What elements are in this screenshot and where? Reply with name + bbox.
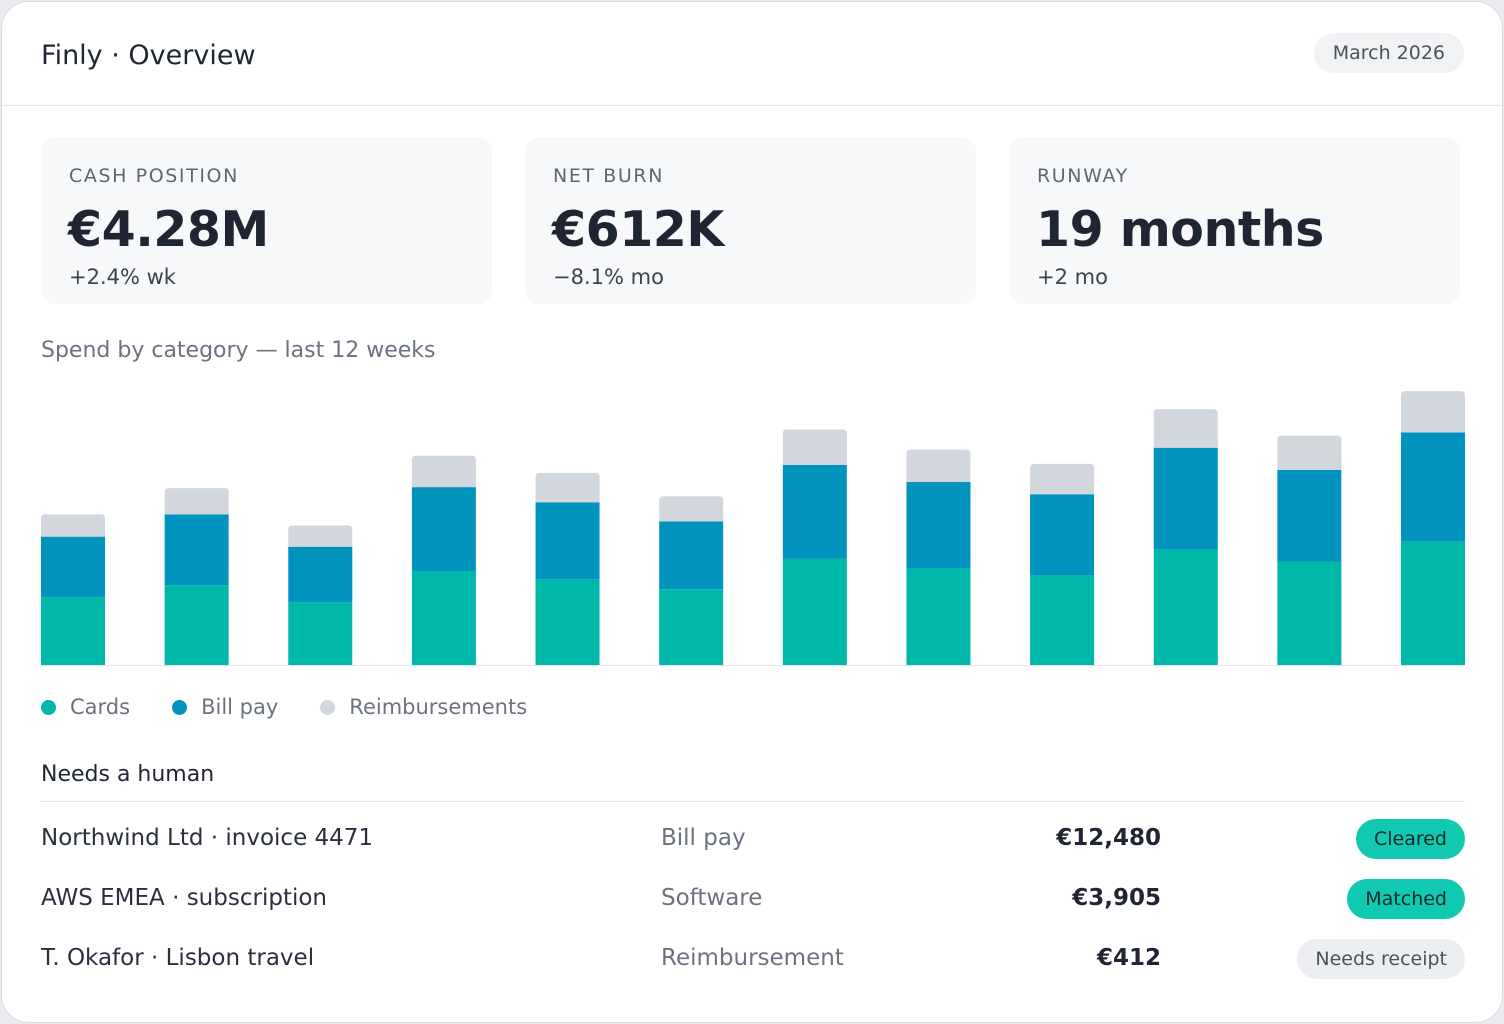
bar-cards-week-10[interactable] [1153,549,1218,665]
table-row[interactable]: T. Okafor · Lisbon travel Reimbursement … [41,939,1465,979]
bar-reimbursements-week-4[interactable] [411,455,476,488]
spend-chart [41,391,1465,666]
kpi-label: RUNWAY [1037,165,1129,187]
divider [41,801,1465,802]
bar-bill-pay-week-8[interactable] [906,482,971,568]
bar-cards-week-8[interactable] [906,567,971,665]
chart-legend: Cards Bill pay Reimbursements [41,692,569,722]
legend-item-cards: Cards [41,695,130,719]
row-name: T. Okafor · Lisbon travel [41,945,315,971]
bar-bill-pay-week-5[interactable] [535,502,600,580]
legend-label: Reimbursements [349,695,528,719]
table-row[interactable]: AWS EMEA · subscription Software €3,905 … [41,879,1465,919]
bar-bill-pay-week-2[interactable] [164,514,229,586]
kpi-net-burn: NET BURN €612K −8.1% mo [525,137,976,304]
chart-title: Spend by category — last 12 weeks [41,338,436,363]
status-badge: Matched [1347,879,1465,919]
bar-cards-week-4[interactable] [411,571,476,665]
row-amount: €3,905 [1072,885,1161,911]
kpi-label: CASH POSITION [69,165,239,187]
bar-cards-week-9[interactable] [1030,575,1095,665]
bar-reimbursements-week-3[interactable] [288,525,353,547]
legend-item-reimbursements: Reimbursements [320,695,527,719]
kpi-delta: +2 mo [1037,265,1108,289]
section-title: Needs a human [41,762,215,787]
kpi-delta: −8.1% mo [553,265,664,289]
status-badge: Needs receipt [1297,939,1465,979]
legend-dot [320,699,336,715]
bar-reimbursements-week-9[interactable] [1030,463,1095,495]
bar-cards-week-12[interactable] [1401,541,1465,665]
row-category: Software [661,885,763,911]
bar-bill-pay-week-3[interactable] [288,546,353,603]
row-amount: €412 [1096,945,1161,971]
legend-dot [41,699,56,715]
bar-cards-week-6[interactable] [659,589,724,665]
legend-item-bill-pay: Bill pay [172,695,278,719]
bar-bill-pay-week-1[interactable] [41,536,105,598]
legend-label: Bill pay [201,695,279,719]
bar-cards-week-5[interactable] [535,579,600,665]
bar-reimbursements-week-8[interactable] [906,449,971,483]
table-row[interactable]: Northwind Ltd · invoice 4471 Bill pay €1… [41,819,1465,859]
bar-bill-pay-week-11[interactable] [1277,469,1342,562]
bar-reimbursements-week-12[interactable] [1401,391,1465,433]
row-amount: €12,480 [1056,825,1161,851]
bar-bill-pay-week-12[interactable] [1401,432,1465,542]
kpi-cash-position: CASH POSITION €4.28M +2.4% wk [41,137,492,304]
bar-reimbursements-week-5[interactable] [535,472,600,503]
kpi-value: €4.28M [68,201,269,258]
page-title: Finly · Overview [41,40,256,71]
bar-bill-pay-week-4[interactable] [411,487,476,572]
row-category: Reimbursement [661,945,844,971]
bar-bill-pay-week-7[interactable] [782,464,847,559]
bar-reimbursements-week-10[interactable] [1153,409,1218,448]
kpi-value: €612K [552,201,724,258]
bar-reimbursements-week-1[interactable] [41,514,105,537]
row-name: AWS EMEA · subscription [41,885,327,911]
bar-reimbursements-week-7[interactable] [782,429,847,465]
kpi-label: NET BURN [553,165,665,187]
bar-bill-pay-week-6[interactable] [659,521,724,590]
kpi-delta: +2.4% wk [69,265,176,289]
bar-reimbursements-week-11[interactable] [1277,435,1342,470]
bar-cards-week-7[interactable] [782,558,847,665]
row-name: Northwind Ltd · invoice 4471 [41,825,374,851]
bar-cards-week-2[interactable] [164,585,229,665]
bar-reimbursements-week-6[interactable] [659,496,724,522]
bar-cards-week-11[interactable] [1277,561,1342,665]
period-selector[interactable]: March 2026 [1313,33,1464,73]
row-category: Bill pay [661,825,746,851]
status-badge: Cleared [1355,819,1465,859]
bar-cards-week-3[interactable] [288,602,353,665]
header: Finly · Overview March 2026 [2,2,1502,106]
legend-dot [172,699,188,715]
bar-bill-pay-week-9[interactable] [1030,494,1095,576]
kpi-value: 19 months [1036,201,1324,258]
bar-cards-week-1[interactable] [41,597,105,665]
legend-label: Cards [70,695,131,719]
kpi-runway: RUNWAY 19 months +2 mo [1009,137,1460,304]
bar-bill-pay-week-10[interactable] [1153,447,1218,550]
bar-reimbursements-week-2[interactable] [164,488,229,515]
